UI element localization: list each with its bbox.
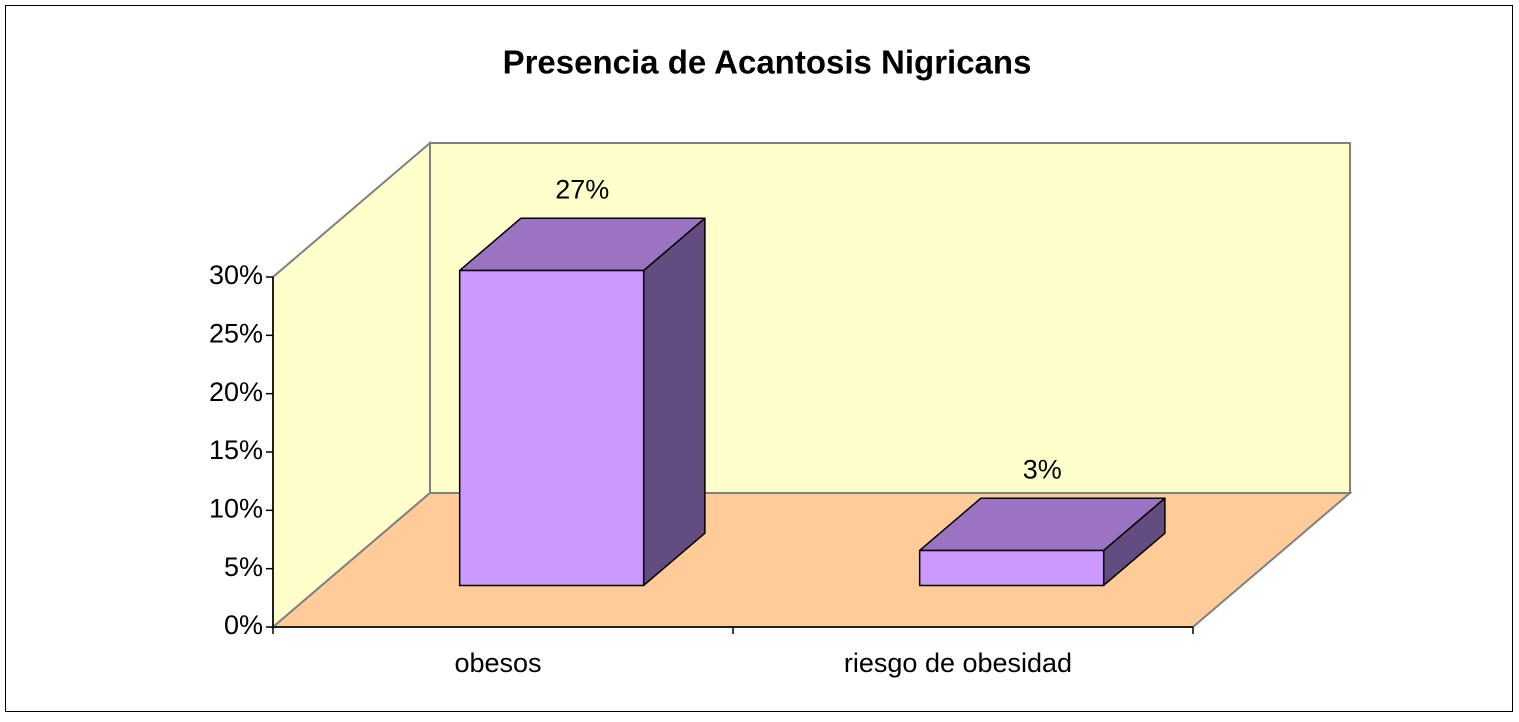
bar-side	[642, 217, 706, 587]
value-label: 3%	[1023, 454, 1062, 484]
y-tick-label: 20%	[209, 377, 263, 407]
y-tick-label: 25%	[209, 318, 263, 348]
chart-title: Presencia de Acantosis Nigricans	[503, 44, 1032, 81]
y-tick-label: 15%	[209, 435, 263, 465]
value-label: 27%	[555, 174, 609, 204]
y-tick-label: 10%	[209, 493, 263, 523]
bar	[458, 269, 645, 587]
y-tick-label: 0%	[224, 610, 263, 640]
floor	[270, 492, 1353, 628]
bar	[918, 549, 1105, 587]
y-tick-label: 5%	[224, 552, 263, 582]
x-tick-label: riesgo de obesidad	[844, 648, 1072, 678]
y-tick-label: 30%	[209, 260, 263, 290]
x-tick-label: obesos	[454, 648, 541, 678]
